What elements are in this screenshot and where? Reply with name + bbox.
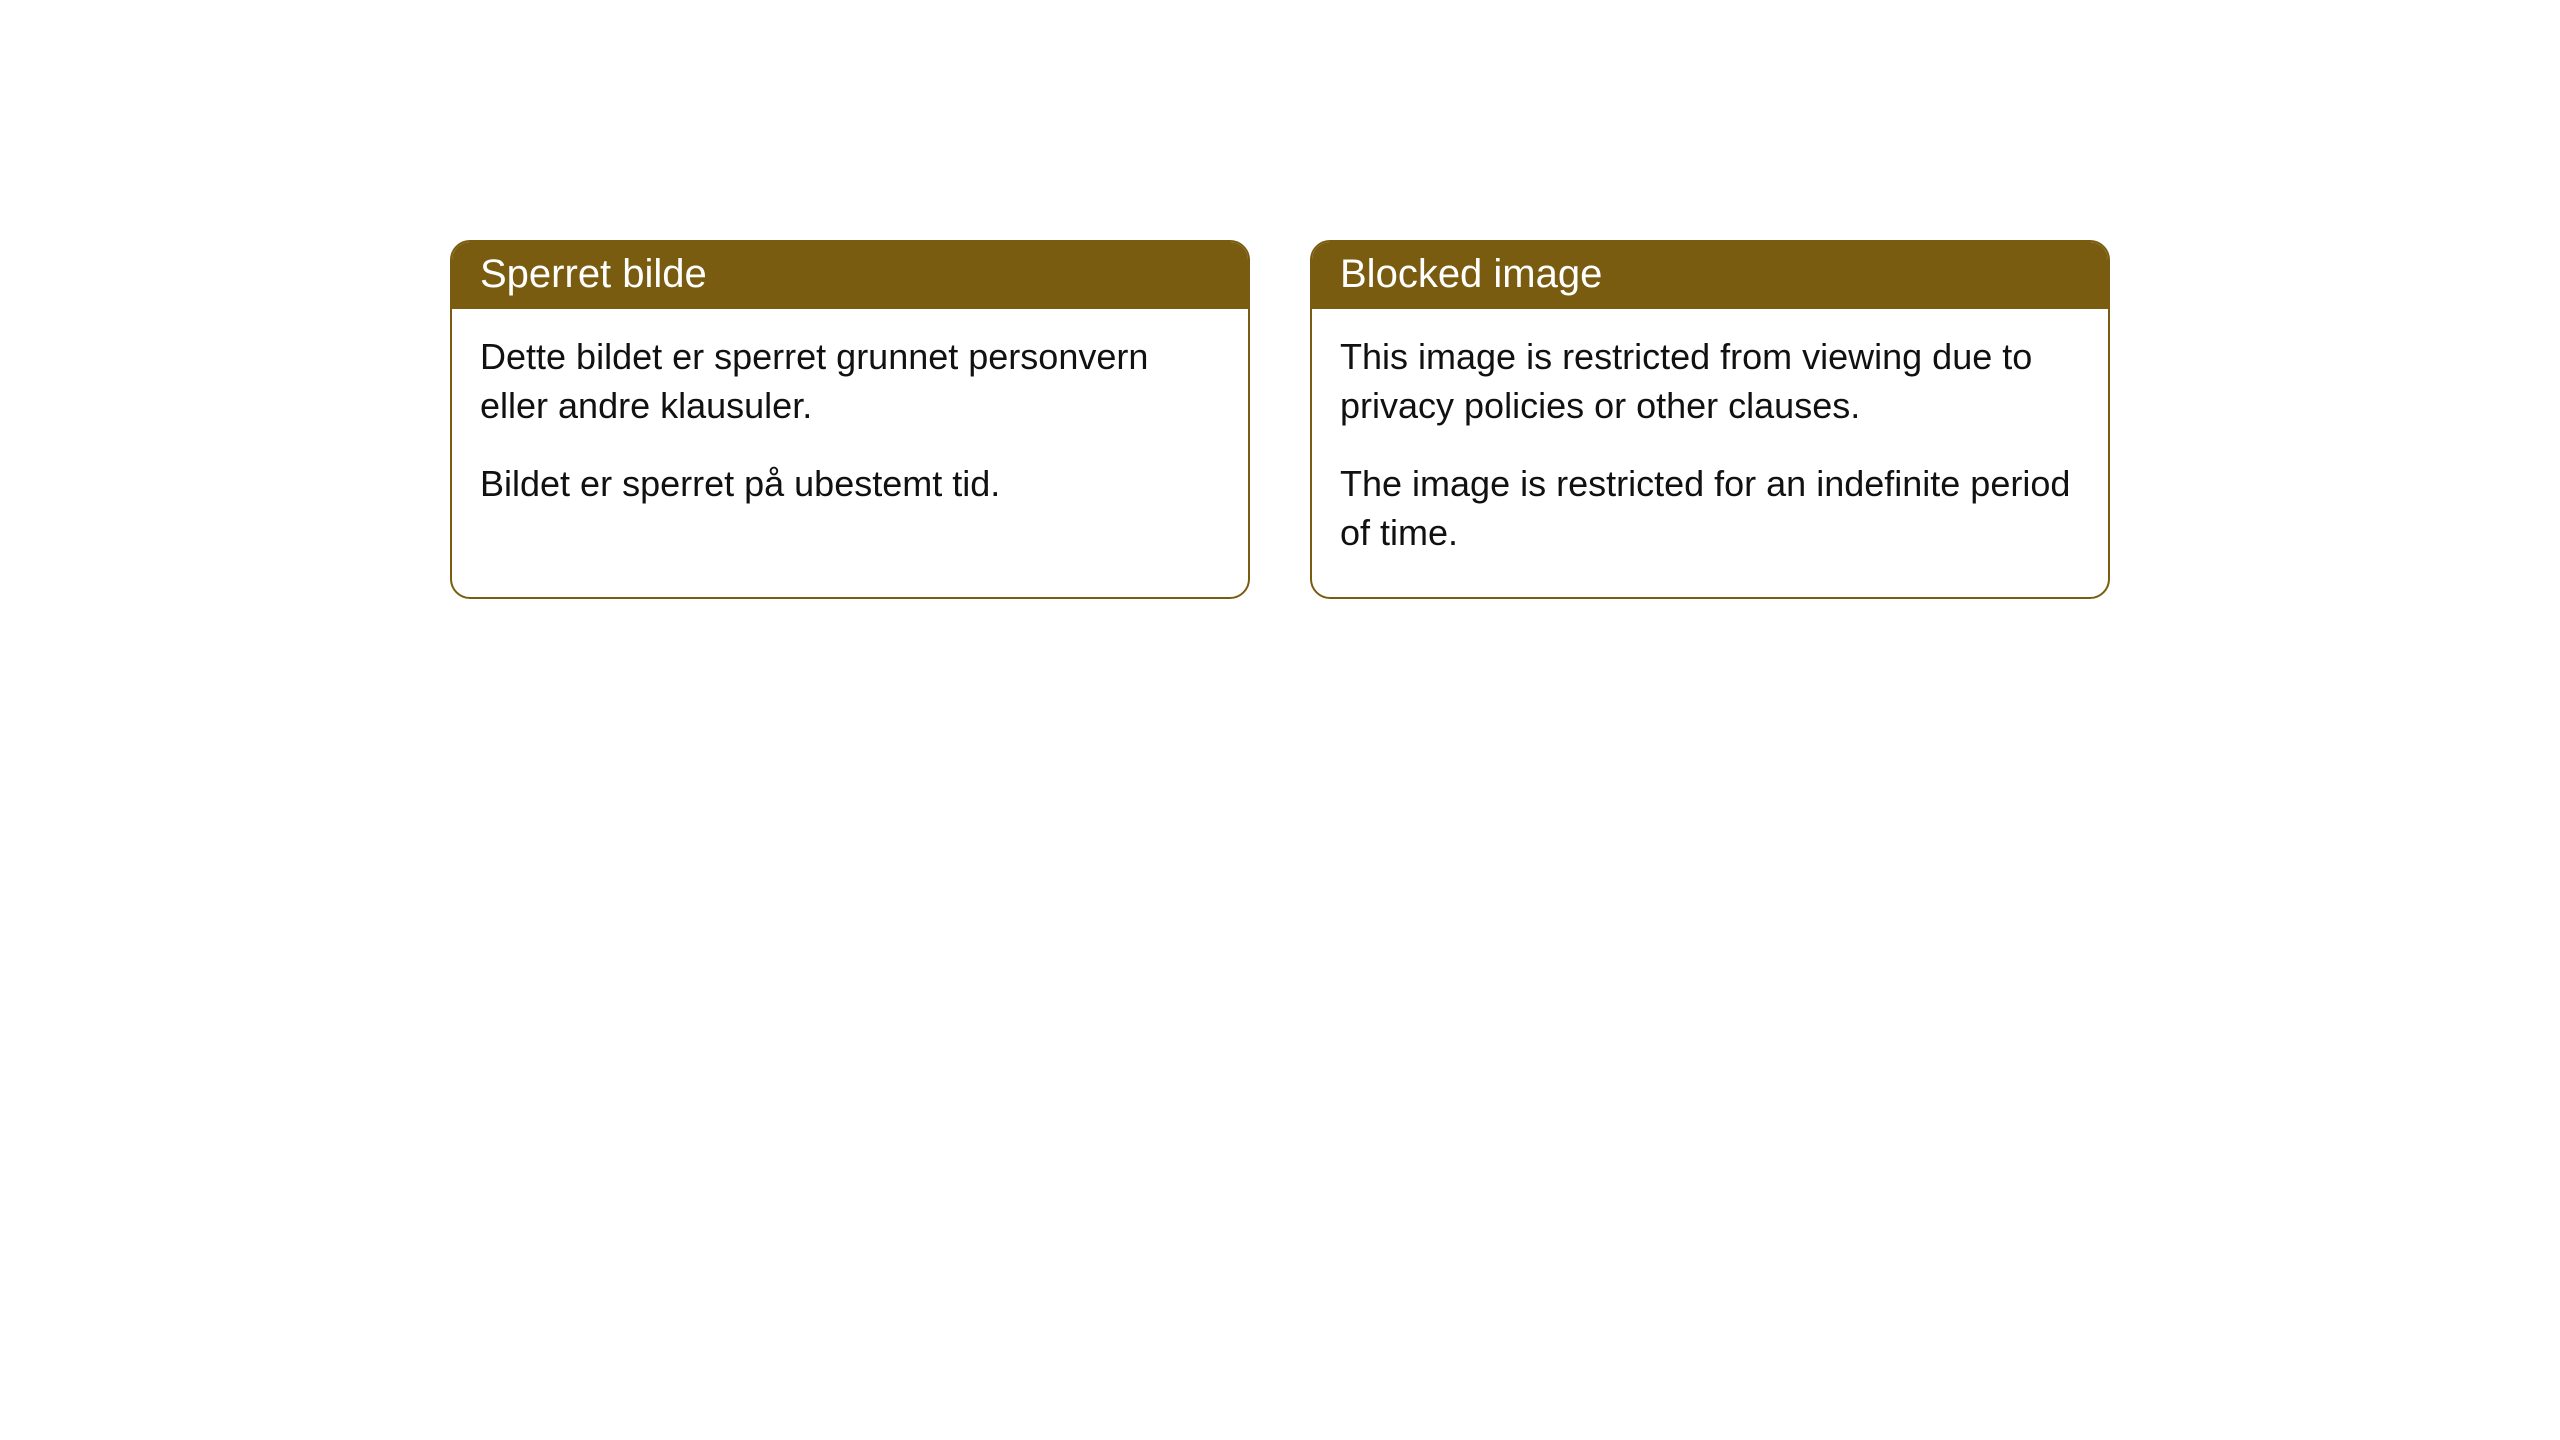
card-title: Blocked image [1340, 252, 1602, 296]
card-body-english: This image is restricted from viewing du… [1312, 309, 2108, 597]
card-paragraph: The image is restricted for an indefinit… [1340, 460, 2080, 557]
card-title: Sperret bilde [480, 252, 707, 296]
card-paragraph: Dette bildet er sperret grunnet personve… [480, 333, 1220, 430]
notice-card-norwegian: Sperret bilde Dette bildet er sperret gr… [450, 240, 1250, 599]
card-paragraph: This image is restricted from viewing du… [1340, 333, 2080, 430]
notice-card-english: Blocked image This image is restricted f… [1310, 240, 2110, 599]
card-paragraph: Bildet er sperret på ubestemt tid. [480, 460, 1220, 509]
card-header-norwegian: Sperret bilde [452, 242, 1248, 309]
notice-cards-container: Sperret bilde Dette bildet er sperret gr… [0, 240, 2560, 599]
card-header-english: Blocked image [1312, 242, 2108, 309]
card-body-norwegian: Dette bildet er sperret grunnet personve… [452, 309, 1248, 549]
